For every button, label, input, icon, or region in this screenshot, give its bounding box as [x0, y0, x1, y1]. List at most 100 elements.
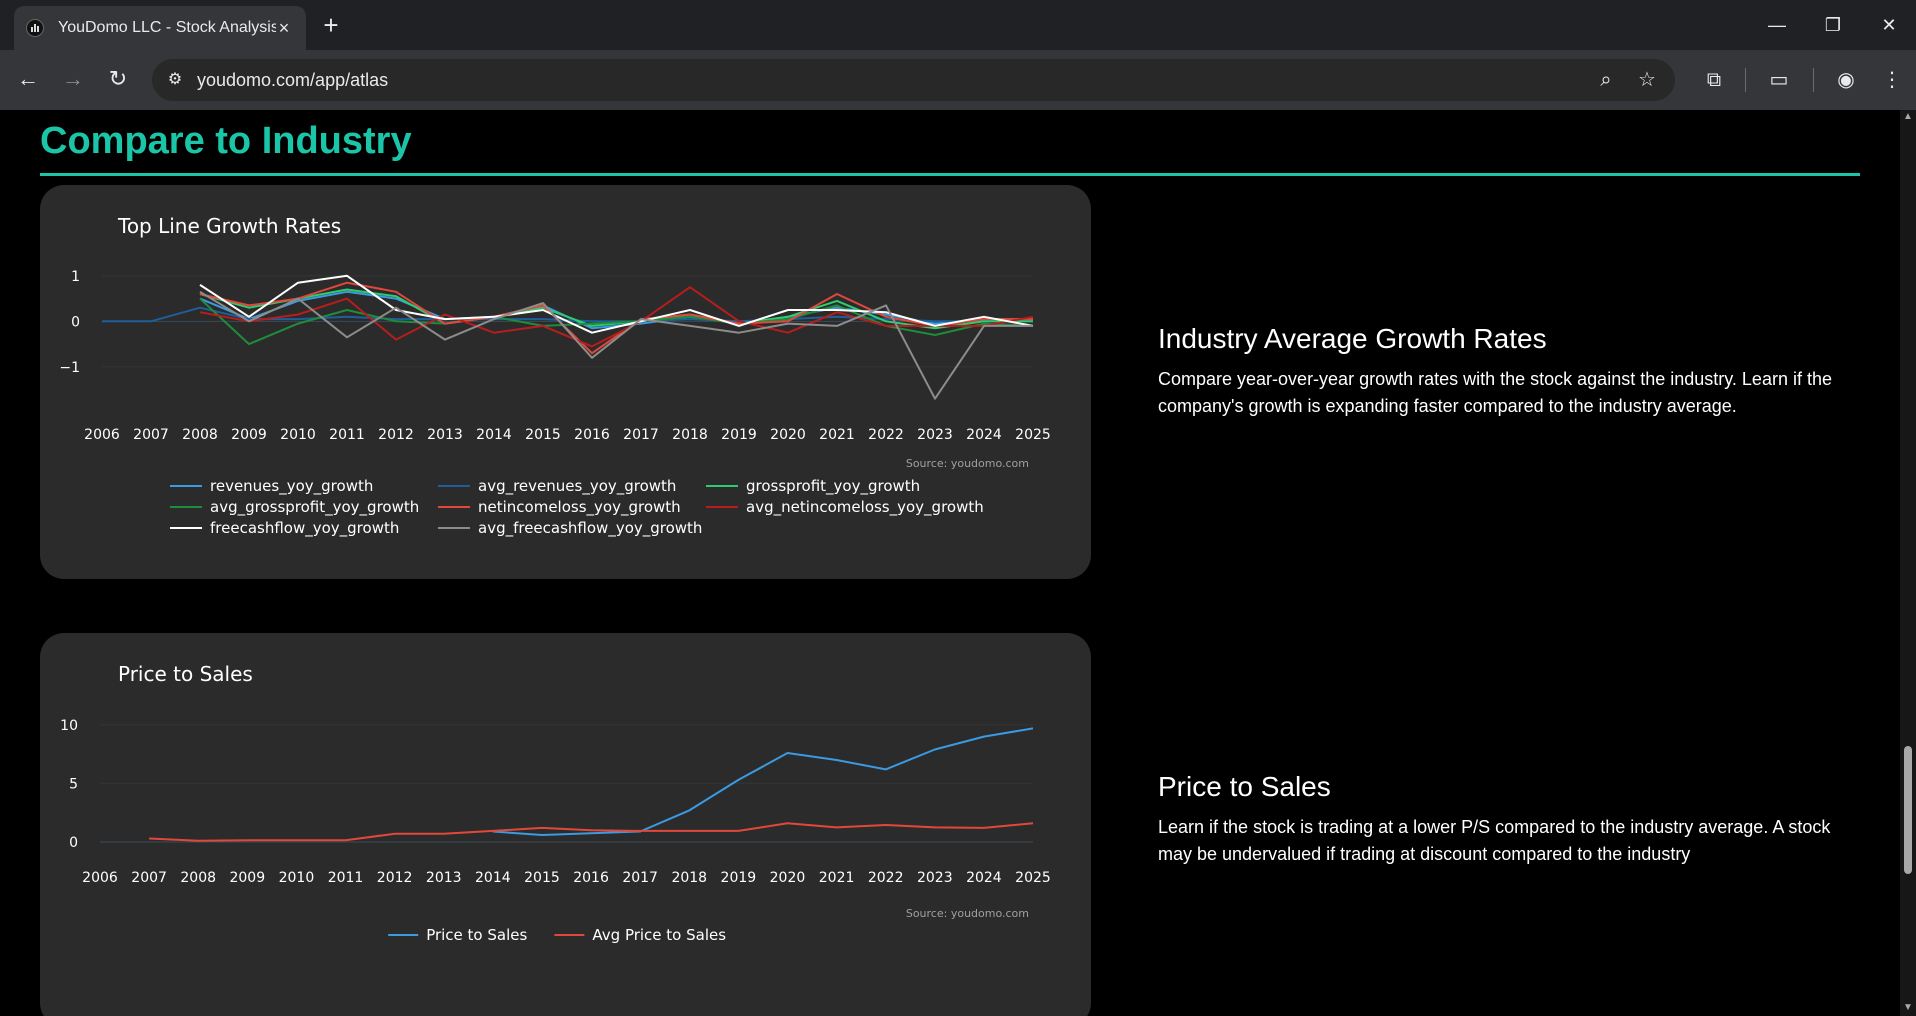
close-tab-icon[interactable]: ×	[278, 18, 290, 38]
section-divider	[40, 173, 1860, 176]
x-tick-label: 2023	[917, 427, 953, 443]
chart-title: Top Line Growth Rates	[117, 214, 341, 238]
x-tick-label: 2015	[524, 870, 560, 886]
x-tick-label: 2024	[966, 427, 1002, 443]
y-tick-label: 0	[69, 835, 78, 851]
profile-icon[interactable]: ◉	[1837, 69, 1855, 91]
y-tick-label: 0	[71, 314, 80, 330]
page-scrollbar[interactable]: ▲ ▼	[1900, 110, 1916, 1016]
section-title: Compare to Industry	[40, 120, 412, 162]
x-tick-label: 2013	[427, 427, 463, 443]
legend-label: grossprofit_yoy_growth	[746, 477, 920, 496]
reload-icon[interactable]: ↻	[108, 66, 128, 91]
x-tick-label: 2016	[573, 870, 609, 886]
series-line-freecashflow-yoy-growth	[199, 274, 1034, 334]
x-tick-label: 2008	[180, 870, 216, 886]
restore-window-button[interactable]: ❐	[1824, 15, 1842, 35]
x-tick-label: 2025	[1015, 870, 1051, 886]
x-tick-label: 2008	[182, 427, 218, 443]
forward-arrow-icon[interactable]: →	[62, 66, 84, 91]
extensions-puzzle-icon[interactable]: ⧉	[1706, 69, 1722, 91]
youdomo-favicon-icon	[26, 19, 44, 37]
price-to-sales-chart-card: Price to Sales 10 5 0 2006 2007 2008 2009 2010 20…	[40, 633, 1091, 1016]
series-line-price-to-sales	[492, 727, 1034, 836]
toolbar-separator	[1813, 68, 1814, 92]
site-info-icon[interactable]: ⚙	[167, 71, 183, 88]
legend-label: freecashflow_yoy_growth	[210, 519, 399, 538]
growth-rates-chart[interactable]: Top Line Growth Rates 1 0 −1 2006 2007 2008 200…	[40, 185, 1091, 579]
minimize-window-button[interactable]: —	[1768, 15, 1786, 35]
new-tab-button[interactable]: +	[323, 10, 339, 40]
x-tick-label: 2015	[525, 427, 561, 443]
x-tick-label: 2020	[770, 427, 806, 443]
x-tick-label: 2011	[329, 427, 365, 443]
zoom-icon[interactable]: ⌕	[1600, 69, 1612, 91]
legend-label: avg_netincomeloss_yoy_growth	[746, 498, 984, 517]
x-tick-label: 2018	[671, 870, 707, 886]
scrollbar-thumb[interactable]	[1904, 746, 1912, 874]
x-tick-label: 2009	[231, 427, 267, 443]
x-tick-label: 2012	[377, 870, 413, 886]
x-tick-label: 2017	[622, 870, 658, 886]
x-tick-label: 2014	[475, 870, 511, 886]
back-arrow-icon[interactable]: ←	[17, 66, 39, 91]
x-tick-label: 2006	[82, 870, 118, 886]
x-tick-label: 2010	[279, 870, 315, 886]
tab-strip: YouDomo LLC - Stock Analysis T × + — ❐ ✕	[0, 0, 1916, 50]
y-tick-label: 1	[71, 269, 80, 285]
price-to-sales-body: Learn if the stock is trading at a lower…	[1158, 817, 1831, 864]
browser-toolbar: ← → ↻ ⚙ youdomo.com/app/atlas ⌕ ☆ ⧉ ▭ ◉ …	[0, 50, 1916, 110]
growth-rates-description: Industry Average Growth Rates Compare ye…	[1158, 322, 1858, 420]
chart-source: Source: youdomo.com	[906, 907, 1029, 920]
browser-tab-active[interactable]: YouDomo LLC - Stock Analysis T ×	[14, 6, 306, 50]
x-tick-label: 2020	[770, 870, 806, 886]
url-text[interactable]: youdomo.com/app/atlas	[197, 70, 389, 90]
growth-rates-heading: Industry Average Growth Rates	[1158, 323, 1547, 354]
x-tick-label: 2019	[721, 870, 757, 886]
chart-title: Price to Sales	[118, 662, 253, 686]
y-tick-label: −1	[59, 360, 80, 376]
series-line-avg-price-to-sales	[149, 822, 1034, 842]
legend-label: avg_grossprofit_yoy_growth	[210, 498, 419, 517]
price-to-sales-description: Price to Sales Learn if the stock is tra…	[1158, 770, 1858, 868]
x-tick-label: 2017	[623, 427, 659, 443]
address-bar[interactable]: ⚙ youdomo.com/app/atlas ⌕ ☆	[152, 59, 1675, 101]
legend-label: Price to Sales	[426, 926, 527, 944]
toolbar-separator	[1745, 68, 1746, 92]
x-tick-label: 2021	[819, 870, 855, 886]
y-tick-label: 5	[69, 776, 78, 792]
price-to-sales-chart[interactable]: Price to Sales 10 5 0 2006 2007 2008 2009 2010 20…	[40, 633, 1091, 1016]
menu-dots-icon[interactable]: ⋮	[1882, 69, 1902, 91]
series-line-avg-netincomeloss-yoy-growth	[199, 286, 1034, 348]
legend-label: netincomeloss_yoy_growth	[478, 498, 681, 517]
series-line-avg-grossprofit-yoy-growth	[199, 297, 1034, 346]
series-line-netincomeloss-yoy-growth	[199, 281, 1033, 355]
x-tick-label: 2021	[819, 427, 855, 443]
chart-source: Source: youdomo.com	[906, 457, 1029, 470]
series-line-revenues-yoy-growth	[199, 290, 1033, 330]
y-tick-label: 10	[60, 718, 78, 734]
legend-label: Avg Price to Sales	[592, 926, 726, 944]
x-tick-label: 2024	[966, 870, 1002, 886]
x-tick-label: 2023	[917, 870, 953, 886]
x-tick-label: 2010	[280, 427, 316, 443]
price-to-sales-heading: Price to Sales	[1158, 771, 1331, 802]
close-window-button[interactable]: ✕	[1881, 15, 1897, 35]
growth-rates-chart-card: Top Line Growth Rates 1 0 −1 2006 2007 2008 200…	[40, 185, 1091, 579]
legend-label: revenues_yoy_growth	[210, 477, 373, 496]
growth-rates-body: Compare year-over-year growth rates with…	[1158, 369, 1832, 416]
bookmark-star-icon[interactable]: ☆	[1638, 69, 1656, 91]
x-tick-label: 2007	[131, 870, 167, 886]
legend-label: avg_freecashflow_yoy_growth	[478, 519, 702, 538]
x-tick-label: 2011	[328, 870, 364, 886]
x-tick-label: 2013	[426, 870, 462, 886]
scroll-up-icon[interactable]: ▲	[1903, 111, 1913, 122]
x-tick-label: 2019	[721, 427, 757, 443]
browser-chrome: YouDomo LLC - Stock Analysis T × + — ❐ ✕…	[0, 0, 1916, 110]
page-content: Compare to Industry Top Line Growth Rate…	[0, 110, 1900, 1016]
cast-search-icon[interactable]: ▭	[1769, 69, 1789, 91]
x-tick-label: 2006	[84, 427, 120, 443]
scroll-down-icon[interactable]: ▼	[1903, 1002, 1913, 1013]
series-line-avg-freecashflow-yoy-growth	[199, 290, 1033, 400]
x-tick-label: 2007	[133, 427, 169, 443]
